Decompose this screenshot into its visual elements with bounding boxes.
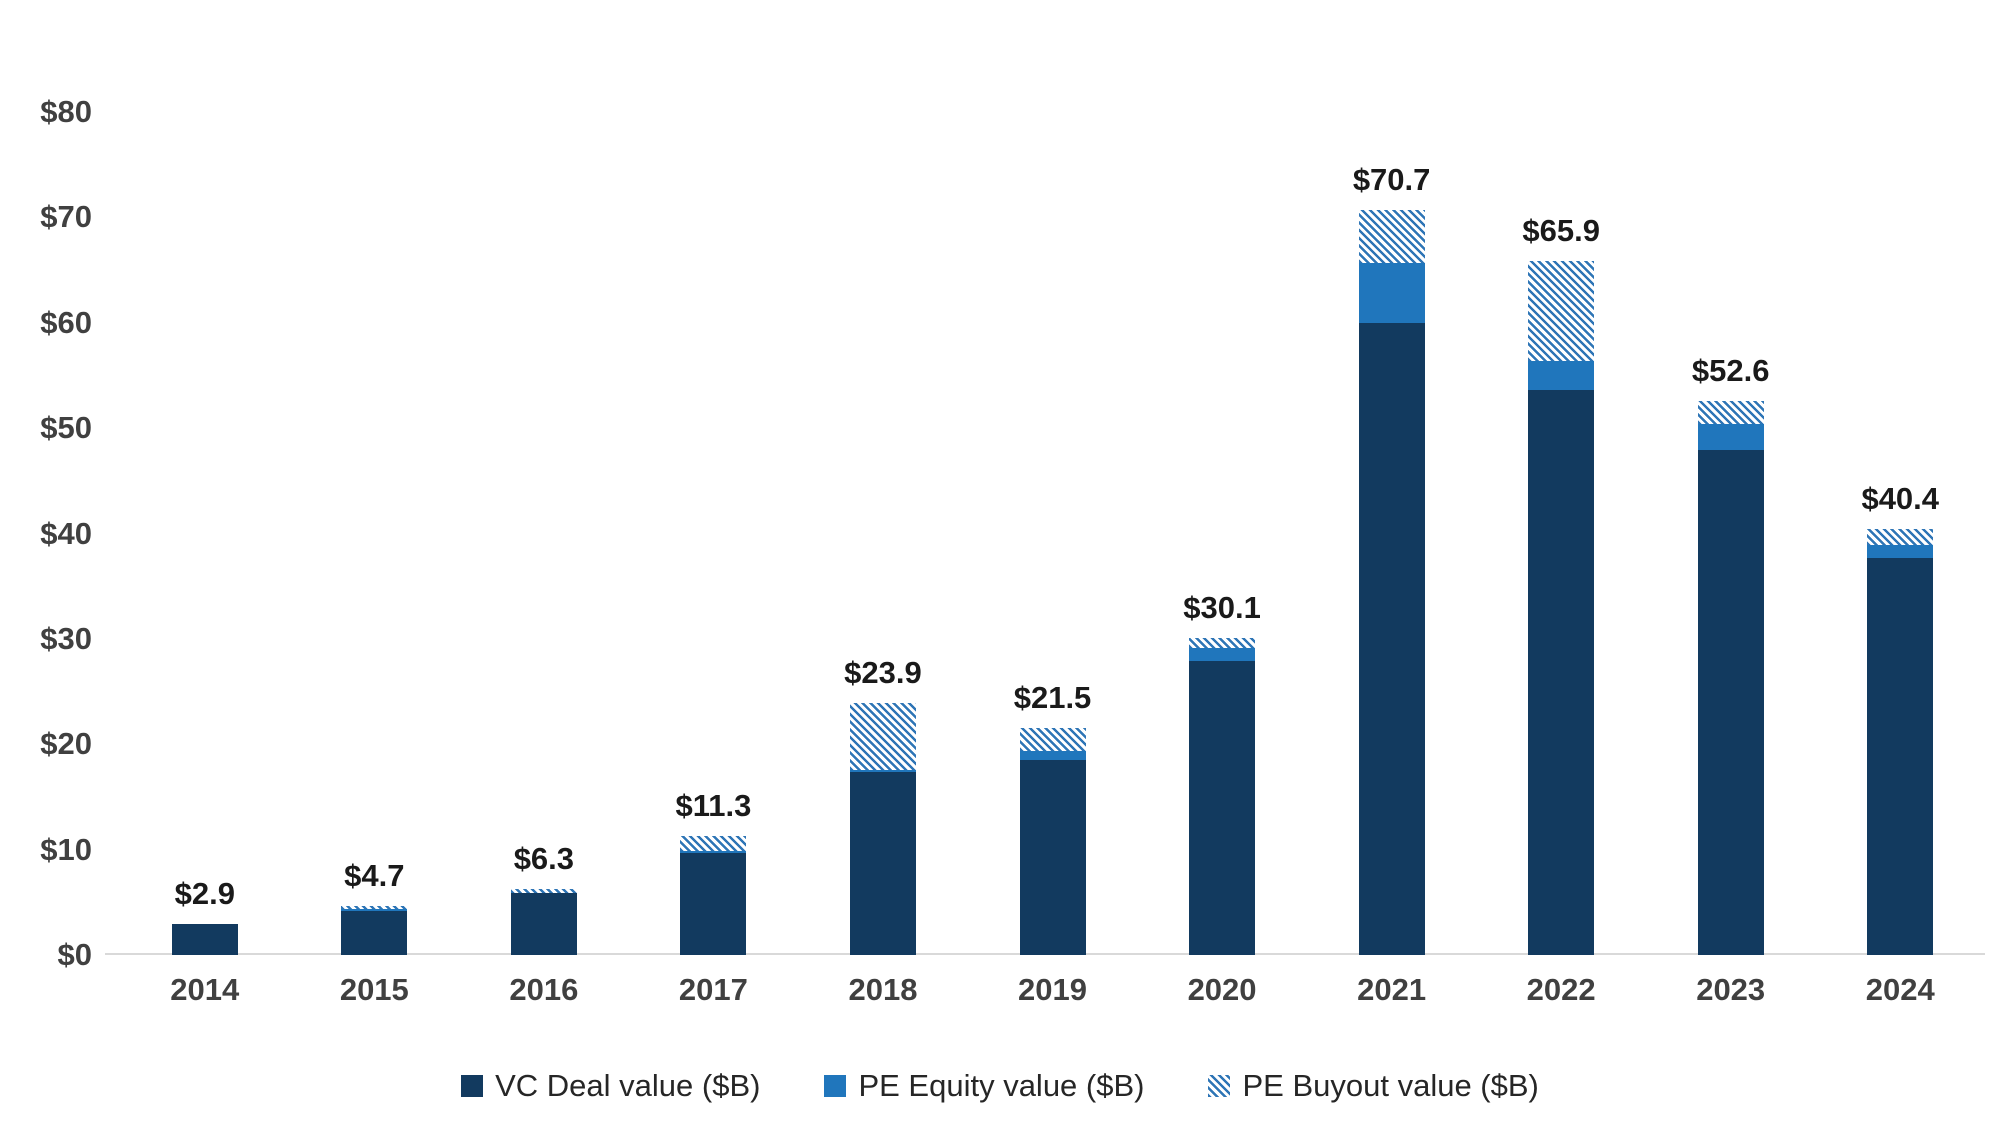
bar-segment-pe-equity: [1697, 423, 1764, 451]
bar-segment-pe-buyout: [680, 835, 747, 851]
bar-segment-vc-deal: [1358, 322, 1425, 955]
bar-segment-vc-deal: [171, 924, 238, 955]
bar-total-label: $30.1: [1183, 589, 1261, 625]
bar-segment-vc-deal: [510, 892, 577, 955]
bar-segment-vc-deal: [1528, 390, 1595, 955]
bar-segment-vc-deal: [1019, 760, 1086, 955]
bar-segment-pe-buyout: [1528, 260, 1595, 361]
x-tick-label: 2024: [1865, 972, 1935, 1007]
bar-segment-pe-equity: [849, 769, 916, 772]
stacked-bar: [1189, 637, 1256, 955]
bar-column: $21.5: [968, 112, 1138, 955]
y-tick-label: $20: [40, 726, 92, 762]
bar-total-label: $4.7: [344, 857, 405, 893]
stacked-bar: [510, 888, 577, 955]
bar-column: $30.1: [1137, 112, 1307, 955]
bar-segment-pe-equity: [341, 908, 408, 911]
y-tick-label: $60: [40, 304, 92, 340]
x-tick-label: 2015: [339, 972, 409, 1007]
bar-total-label: $23.9: [844, 655, 922, 691]
bar-segment-pe-buyout: [1697, 400, 1764, 424]
legend-swatch-icon: [1208, 1075, 1231, 1097]
stacked-bar: [1528, 260, 1595, 955]
bar-total-label: $2.9: [174, 876, 235, 912]
x-tick-label: 2016: [509, 972, 579, 1007]
bar-total-label: $11.3: [675, 787, 752, 823]
legend: VC Deal value ($B) PE Equity value ($B) PE…: [0, 1068, 2000, 1104]
bar-segment-vc-deal: [1189, 661, 1256, 955]
bar-segment-pe-buyout: [1358, 210, 1425, 263]
y-tick-label: $10: [40, 831, 92, 867]
legend-swatch-icon: [824, 1075, 847, 1097]
bar-segment-pe-equity: [1358, 262, 1425, 323]
stacked-bar: [1019, 728, 1086, 955]
legend-label: PE Equity value ($B): [858, 1068, 1145, 1103]
bar-column: $4.7: [290, 112, 460, 955]
legend-swatch-icon: [461, 1075, 484, 1097]
bar-segment-pe-buyout: [341, 905, 408, 909]
bar-segment-pe-buyout: [510, 888, 577, 893]
bar-segment-vc-deal: [680, 852, 747, 955]
bar-total-label: $52.6: [1691, 352, 1770, 388]
bar-column: $65.9: [1476, 112, 1646, 955]
bar-segment-pe-equity: [1189, 648, 1256, 662]
x-tick-label: 2018: [848, 972, 918, 1007]
plot-area: $2.9 $4.7 $6.3 $11.3 $23.9 $21.5 $30.1 $70.7 $65…: [105, 112, 1985, 955]
legend-label: PE Buyout value ($B): [1242, 1068, 1539, 1103]
stacked-bar: [1697, 400, 1764, 955]
x-tick-label: 2021: [1357, 972, 1427, 1007]
bar-segment-vc-deal: [1867, 557, 1934, 955]
y-axis: $0 $10 $20 $30 $40 $50 $60 $70 $80: [0, 94, 110, 972]
bar-segment-pe-equity: [1528, 360, 1595, 391]
bar-total-label: $21.5: [1013, 680, 1092, 716]
x-tick-label: 2023: [1696, 972, 1766, 1007]
bars-container: $2.9 $4.7 $6.3 $11.3 $23.9 $21.5 $30.1 $70.7 $65…: [120, 112, 1985, 955]
bar-segment-pe-equity: [1019, 750, 1086, 761]
y-tick-label: $50: [40, 410, 92, 446]
bar-total-label: $70.7: [1352, 162, 1431, 197]
bar-column: $23.9: [798, 112, 968, 955]
legend-item: PE Buyout value ($B): [1208, 1068, 1539, 1104]
y-tick-label: $70: [40, 199, 92, 235]
bar-segment-pe-buyout: [1019, 728, 1086, 751]
bar-segment-pe-equity: [1867, 545, 1934, 558]
y-tick-label: $80: [40, 94, 92, 129]
bar-total-label: $6.3: [513, 840, 575, 876]
bar-segment-vc-deal: [341, 910, 408, 955]
stacked-bar: [171, 924, 238, 955]
bar-segment-pe-buyout: [1867, 529, 1934, 546]
stacked-bar: [1867, 529, 1934, 955]
bar-column: $6.3: [459, 112, 629, 955]
stacked-bar: [849, 703, 916, 955]
stacked-bar: [680, 835, 747, 955]
y-tick-label: $0: [57, 937, 92, 972]
x-tick-label: 2019: [1018, 972, 1087, 1007]
bar-column: $40.4: [1815, 112, 1985, 955]
x-tick-label: 2014: [170, 972, 240, 1007]
x-axis: 2014 2015 2016 2017 2018 2019 2020 2021 2022 2023…: [120, 972, 1985, 1008]
bar-column: $2.9: [120, 112, 290, 955]
bar-segment-pe-equity: [680, 850, 747, 853]
bar-segment-vc-deal: [1697, 450, 1764, 955]
bar-segment-pe-buyout: [849, 703, 916, 770]
bar-column: $52.6: [1646, 112, 1816, 955]
legend-item: PE Equity value ($B): [824, 1068, 1144, 1104]
x-tick-label: 2022: [1526, 972, 1596, 1007]
bar-column: $70.7: [1307, 112, 1477, 955]
legend-item: VC Deal value ($B): [461, 1068, 760, 1104]
x-tick-label: 2020: [1187, 972, 1257, 1007]
legend-label: VC Deal value ($B): [495, 1068, 761, 1103]
bar-segment-vc-deal: [849, 771, 916, 955]
bar-total-label: $65.9: [1522, 212, 1600, 248]
y-tick-label: $40: [40, 515, 92, 551]
y-tick-label: $30: [40, 620, 92, 656]
bar-total-label: $40.4: [1861, 481, 1940, 517]
stacked-bar: [341, 905, 408, 955]
bar-segment-pe-buyout: [1189, 637, 1256, 649]
x-tick-label: 2017: [678, 972, 748, 1007]
bar-column: $11.3: [629, 112, 799, 955]
stacked-bar: [1358, 210, 1425, 955]
